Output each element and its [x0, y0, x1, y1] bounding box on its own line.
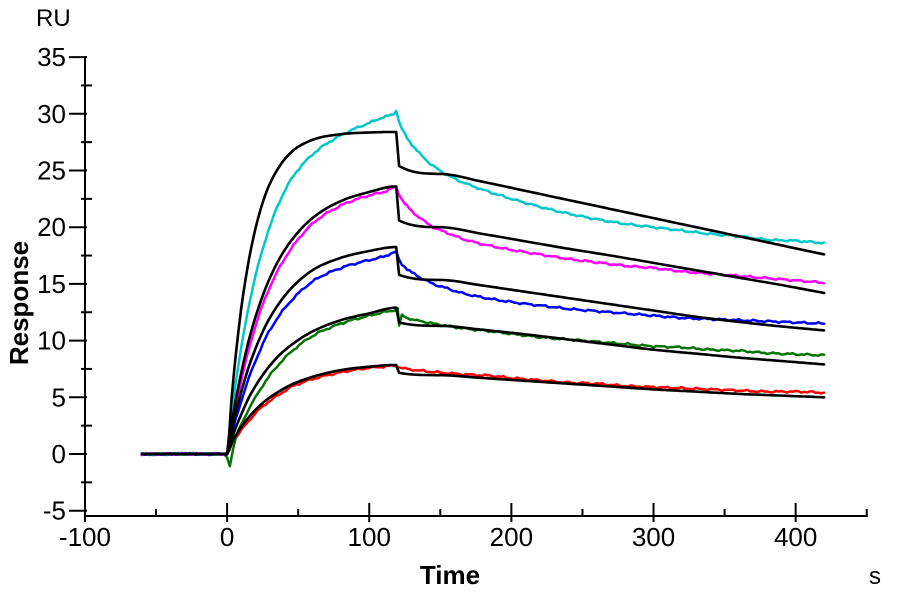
y-tick-label: 10	[37, 326, 66, 356]
x-tick-label: 200	[490, 522, 533, 552]
y-tick-label: 15	[37, 269, 66, 299]
series-fit-magenta	[140, 185, 826, 456]
y-tick-label: 25	[37, 156, 66, 186]
series-fit-cyan	[140, 130, 826, 456]
series-fit-blue	[140, 245, 826, 456]
y-tick-label: 0	[52, 439, 66, 469]
axes	[84, 56, 868, 517]
x-tick-label: 300	[632, 522, 675, 552]
series-data-red	[140, 363, 826, 457]
axis-ticks: -100 0 100 200 300 400 -5 0 5 10 15 20 25 30 35	[37, 42, 868, 552]
x-tick-label: 100	[348, 522, 391, 552]
series-fit-red	[140, 363, 826, 456]
x-axis-title: Time	[419, 560, 481, 590]
x-axis-unit-label: s	[869, 563, 881, 590]
series-fit-green	[140, 306, 826, 456]
x-tick-label: 0	[220, 522, 234, 552]
series	[140, 109, 826, 468]
x-tick-label: -100	[59, 522, 111, 552]
y-tick-label: 20	[37, 212, 66, 242]
x-tick-label: 400	[774, 522, 817, 552]
y-axis-title: Response	[4, 240, 34, 366]
y-tick-label: 30	[37, 99, 66, 129]
y-tick-label: 35	[37, 42, 66, 72]
y-tick-label: -5	[43, 496, 66, 526]
series-data-cyan	[140, 109, 826, 457]
y-tick-label: 5	[52, 382, 66, 412]
y-axis-unit-label: RU	[36, 5, 71, 32]
